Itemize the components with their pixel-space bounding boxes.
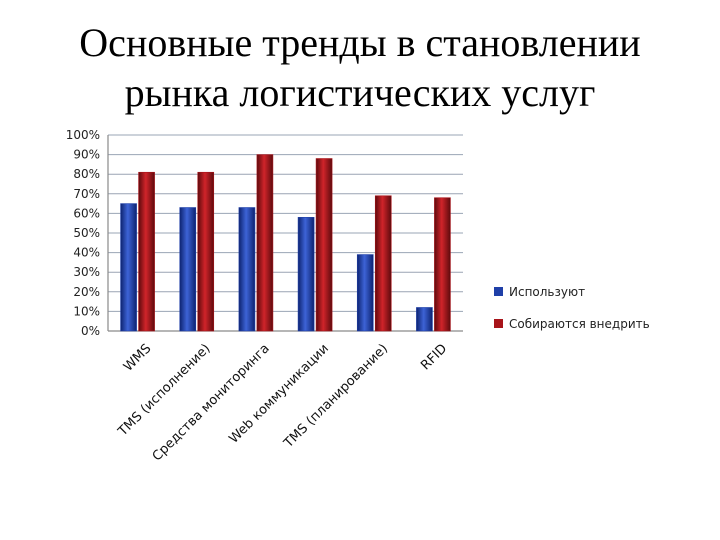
y-tick-label: 40% xyxy=(73,246,100,260)
bar-planning xyxy=(434,197,451,332)
legend-label: Собираются внедрить xyxy=(509,317,650,331)
bar-planning xyxy=(256,154,274,332)
y-tick-label: 100% xyxy=(66,128,100,142)
category-label: Web коммуникации xyxy=(226,341,331,446)
bar-using xyxy=(416,307,433,332)
y-tick-label: 50% xyxy=(73,226,100,240)
bar-planning xyxy=(197,171,215,332)
y-tick-label: 20% xyxy=(73,285,100,299)
y-tick-label: 60% xyxy=(73,206,100,220)
category-label: TMS (планирование) xyxy=(281,341,391,451)
title-line-2: рынка логистических услуг xyxy=(124,70,596,115)
bar-using xyxy=(356,254,374,332)
y-tick-label: 0% xyxy=(81,324,100,338)
bar-using xyxy=(238,207,256,332)
slide-title: Основные тренды в становлении рынка логи… xyxy=(40,18,680,118)
legend: Используют Собираются внедрить xyxy=(494,285,650,331)
category-label: RFID xyxy=(418,341,450,373)
y-tick-label: 80% xyxy=(73,167,100,181)
category-label: Средства мониторинга xyxy=(150,341,273,464)
y-tick-label: 30% xyxy=(73,265,100,279)
bar-using xyxy=(179,207,197,332)
bar-planning xyxy=(374,195,392,332)
y-tick-label: 90% xyxy=(73,148,100,162)
bar-using xyxy=(297,217,315,332)
bar-planning xyxy=(138,171,155,332)
gridlines xyxy=(108,134,463,332)
y-axis: 0% 10% 20% 30% 40% 50% 60% 70% 80% 90% 100% xyxy=(66,128,109,338)
legend-label: Используют xyxy=(509,285,585,299)
legend-swatch xyxy=(494,319,503,328)
category-label: WMS xyxy=(121,341,154,374)
title-line-1: Основные тренды в становлении xyxy=(79,20,641,65)
y-tick-label: 10% xyxy=(73,304,100,318)
bar-planning xyxy=(315,158,333,332)
y-tick-label: 70% xyxy=(73,187,100,201)
bars xyxy=(120,154,451,332)
bar-using xyxy=(120,203,137,332)
legend-swatch xyxy=(494,287,503,296)
